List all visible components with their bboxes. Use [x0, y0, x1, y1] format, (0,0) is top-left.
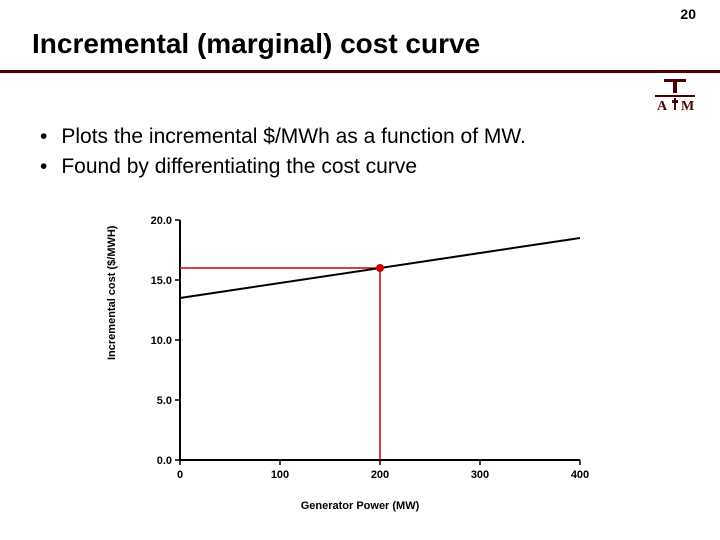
y-axis-label: Incremental cost ($/MWH) [106, 226, 118, 360]
svg-text:A: A [657, 99, 668, 112]
svg-text:10.0: 10.0 [151, 335, 172, 347]
svg-text:100: 100 [271, 469, 289, 481]
svg-text:5.0: 5.0 [157, 395, 172, 407]
bullet-list: Plots the incremental $/MWh as a functio… [40, 122, 526, 183]
bullet-item: Plots the incremental $/MWh as a functio… [40, 122, 526, 152]
svg-text:400: 400 [571, 469, 589, 481]
svg-text:15.0: 15.0 [151, 275, 172, 287]
cost-curve-chart: 0.05.010.015.020.00100200300400 Incremen… [120, 210, 600, 510]
chart-svg: 0.0 5.0 10.0 15.0 20.0 0 100 200 300 400 [120, 210, 600, 510]
tamu-logo: A M [654, 78, 696, 112]
svg-text:20.0: 20.0 [151, 215, 172, 227]
x-axis-label: Generator Power (MW) [120, 500, 600, 512]
svg-text:300: 300 [471, 469, 489, 481]
slide-title: Incremental (marginal) cost curve [32, 28, 480, 60]
svg-text:200: 200 [371, 469, 389, 481]
svg-text:M: M [681, 99, 694, 112]
bullet-item: Found by differentiating the cost curve [40, 152, 526, 182]
title-underline [0, 70, 720, 73]
page-number: 20 [680, 6, 696, 22]
svg-text:0: 0 [177, 469, 183, 481]
svg-text:0.0: 0.0 [157, 455, 172, 467]
